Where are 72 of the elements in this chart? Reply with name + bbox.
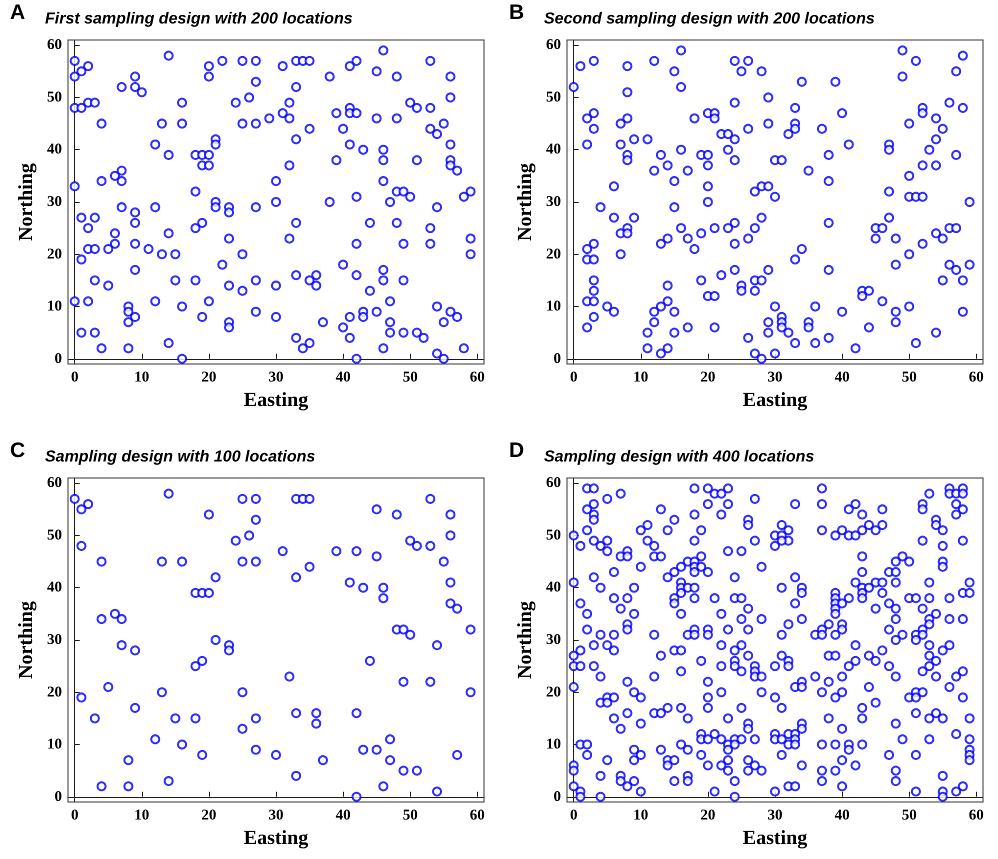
y-tick-label: 30: [546, 632, 561, 648]
x-tick-label: 40: [834, 370, 850, 386]
x-tick-label: 40: [336, 808, 351, 824]
y-tick-label: 50: [47, 89, 62, 106]
x-tick-label: 0: [70, 808, 78, 824]
x-axis-title: Easting: [244, 827, 308, 849]
y-tick-label: 50: [546, 89, 561, 106]
chart-title: Sampling design with 100 locations: [45, 448, 316, 466]
x-tick-label: 60: [470, 808, 485, 824]
x-tick-label: 0: [570, 808, 578, 824]
x-axis-title: Easting: [742, 827, 808, 849]
x-tick-label: 50: [902, 370, 917, 386]
y-tick-label: 10: [47, 736, 62, 753]
x-tick-label: 20: [700, 808, 716, 824]
chart-title: Sampling design with 400 locations: [544, 448, 814, 466]
x-tick-label: 30: [768, 808, 782, 824]
x-tick-label: 30: [768, 370, 782, 386]
y-tick-label: 20: [546, 684, 561, 700]
x-tick-label: 60: [968, 808, 984, 824]
x-axis-title: Easting: [742, 389, 808, 411]
x-tick-label: 30: [268, 808, 284, 824]
x-tick-label: 10: [633, 808, 648, 824]
x-tick-label: 30: [268, 370, 284, 386]
x-tick-label: 50: [402, 370, 418, 386]
y-tick-label: 50: [546, 527, 561, 544]
y-tick-label: 40: [47, 580, 62, 596]
y-axis-title: Northing: [514, 601, 536, 679]
x-tick-label: 0: [70, 370, 78, 386]
y-tick-label: 0: [554, 350, 561, 367]
x-tick-label: 10: [134, 808, 150, 824]
text: B: [509, 1, 524, 24]
y-tick-label: 60: [47, 37, 62, 54]
text: D: [509, 439, 524, 462]
x-tick-label: 40: [834, 808, 850, 824]
y-tick-label: 60: [546, 475, 561, 492]
chart-title: Second sampling design with 200 locations: [544, 10, 875, 28]
y-tick-label: 20: [47, 246, 62, 262]
x-tick-label: 60: [968, 370, 984, 386]
y-tick-label: 30: [546, 194, 561, 210]
y-axis-title: Northing: [15, 163, 37, 241]
y-tick-label: 60: [47, 475, 62, 492]
y-tick-label: 30: [47, 194, 62, 210]
y-tick-label: 30: [47, 632, 62, 648]
x-tick-label: 40: [336, 370, 351, 386]
y-axis-title: Northing: [15, 601, 37, 679]
y-tick-label: 0: [554, 788, 561, 805]
y-tick-label: 50: [47, 527, 62, 544]
y-tick-label: 40: [47, 142, 62, 158]
x-tick-label: 20: [201, 370, 216, 386]
x-tick-label: 0: [570, 370, 578, 386]
y-tick-label: 10: [546, 736, 561, 753]
x-tick-label: 20: [201, 808, 216, 824]
x-tick-label: 10: [134, 370, 150, 386]
y-tick-label: 10: [47, 298, 62, 315]
text: C: [10, 439, 26, 462]
x-tick-label: 10: [633, 370, 648, 386]
y-tick-label: 0: [54, 788, 62, 805]
y-tick-label: 40: [546, 580, 561, 596]
y-tick-label: 20: [47, 684, 62, 700]
y-tick-label: 10: [546, 298, 561, 315]
y-tick-label: 20: [546, 246, 561, 262]
x-tick-label: 20: [700, 370, 716, 386]
x-tick-label: 50: [402, 808, 418, 824]
x-tick-label: 50: [902, 808, 917, 824]
x-tick-label: 60: [470, 370, 485, 386]
y-axis-title: Northing: [514, 163, 536, 241]
y-tick-label: 60: [546, 37, 561, 54]
chart-title: First sampling design with 200 locations: [45, 10, 353, 28]
x-axis-title: Easting: [244, 389, 308, 411]
text: A: [10, 1, 26, 24]
y-tick-label: 0: [54, 350, 62, 367]
y-tick-label: 40: [546, 142, 561, 158]
